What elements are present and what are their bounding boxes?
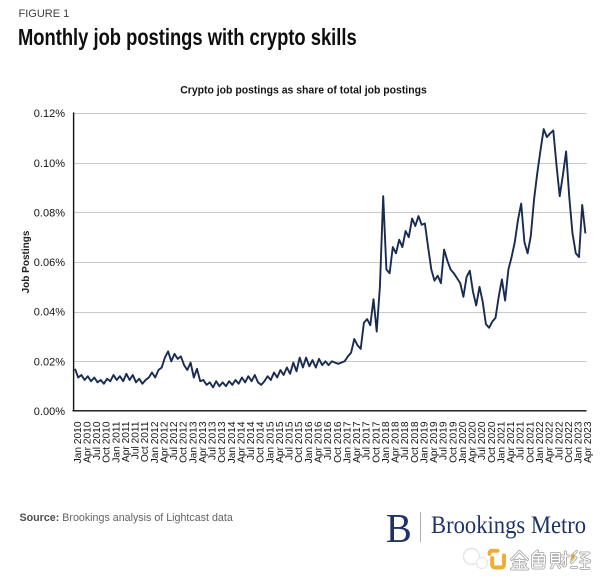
svg-text:Jan 2021: Jan 2021 [496, 421, 507, 463]
svg-text:Oct 2012: Oct 2012 [179, 421, 190, 463]
svg-text:Apr 2018: Apr 2018 [391, 421, 402, 463]
svg-text:0.12%: 0.12% [34, 108, 65, 120]
svg-text:Jul 2014: Jul 2014 [246, 421, 257, 460]
svg-text:Jul 2010: Jul 2010 [92, 421, 103, 460]
svg-text:0.00%: 0.00% [34, 406, 65, 418]
svg-text:Jan 2022: Jan 2022 [535, 421, 546, 463]
svg-text:Jul 2012: Jul 2012 [169, 421, 180, 460]
svg-text:Apr 2015: Apr 2015 [275, 421, 286, 463]
svg-text:Apr 2017: Apr 2017 [352, 421, 363, 463]
svg-text:0.10%: 0.10% [34, 158, 65, 170]
svg-text:Jan 2019: Jan 2019 [419, 421, 430, 463]
svg-text:Oct 2011: Oct 2011 [140, 421, 151, 462]
svg-text:Oct 2010: Oct 2010 [102, 421, 113, 463]
svg-text:Apr 2023: Apr 2023 [583, 421, 594, 463]
svg-text:Apr 2013: Apr 2013 [198, 421, 209, 463]
svg-text:Jan 2011: Jan 2011 [111, 421, 122, 462]
svg-text:Jul 2015: Jul 2015 [285, 421, 296, 460]
svg-text:Jul 2019: Jul 2019 [439, 421, 450, 460]
svg-text:Jan 2014: Jan 2014 [227, 421, 238, 463]
svg-text:Oct 2021: Oct 2021 [525, 421, 536, 463]
svg-text:Apr 2011: Apr 2011 [121, 421, 132, 462]
svg-text:Jul 2011: Jul 2011 [131, 421, 142, 459]
svg-text:Apr 2019: Apr 2019 [429, 421, 440, 463]
svg-text:Jan 2012: Jan 2012 [150, 421, 161, 463]
svg-text:Jan 2013: Jan 2013 [188, 421, 199, 463]
svg-text:0.06%: 0.06% [34, 257, 65, 269]
svg-text:Oct 2016: Oct 2016 [333, 421, 344, 463]
svg-text:Jan 2018: Jan 2018 [381, 421, 392, 463]
svg-text:Apr 2010: Apr 2010 [82, 421, 93, 463]
svg-text:Apr 2020: Apr 2020 [468, 421, 479, 463]
svg-text:Crypto job postings as share o: Crypto job postings as share of total jo… [180, 84, 427, 96]
svg-text:Apr 2022: Apr 2022 [545, 421, 556, 463]
svg-text:Apr 2014: Apr 2014 [236, 421, 247, 463]
svg-text:0.02%: 0.02% [34, 356, 65, 368]
svg-text:Apr 2012: Apr 2012 [159, 421, 170, 463]
svg-text:Oct 2019: Oct 2019 [448, 421, 459, 463]
svg-text:Jul 2013: Jul 2013 [208, 421, 219, 460]
svg-text:Jul 2022: Jul 2022 [554, 421, 565, 460]
svg-text:Oct 2013: Oct 2013 [217, 421, 228, 463]
svg-text:Oct 2017: Oct 2017 [371, 421, 382, 463]
svg-text:Jan 2023: Jan 2023 [574, 421, 585, 463]
svg-text:Job Postings: Job Postings [21, 230, 32, 293]
svg-text:Jul 2020: Jul 2020 [477, 421, 488, 460]
svg-text:Oct 2018: Oct 2018 [410, 421, 421, 463]
svg-text:Oct 2014: Oct 2014 [256, 421, 267, 463]
svg-text:Apr 2016: Apr 2016 [314, 421, 325, 463]
svg-text:Jan 2016: Jan 2016 [304, 421, 315, 463]
svg-text:Jul 2017: Jul 2017 [362, 421, 373, 460]
svg-text:0.04%: 0.04% [34, 307, 65, 319]
svg-text:Jan 2020: Jan 2020 [458, 421, 469, 463]
svg-text:Jul 2016: Jul 2016 [323, 421, 334, 460]
svg-text:Jan 2015: Jan 2015 [265, 421, 276, 463]
svg-text:Jul 2021: Jul 2021 [516, 421, 527, 460]
svg-text:Oct 2020: Oct 2020 [487, 421, 498, 463]
svg-text:Apr 2021: Apr 2021 [506, 421, 517, 463]
svg-text:Jan 2017: Jan 2017 [342, 421, 353, 463]
svg-text:Oct 2015: Oct 2015 [294, 421, 305, 463]
svg-text:0.08%: 0.08% [34, 207, 65, 219]
svg-text:Oct 2022: Oct 2022 [564, 421, 575, 463]
svg-text:Jul 2018: Jul 2018 [400, 421, 411, 460]
svg-text:Jan 2010: Jan 2010 [73, 421, 84, 463]
